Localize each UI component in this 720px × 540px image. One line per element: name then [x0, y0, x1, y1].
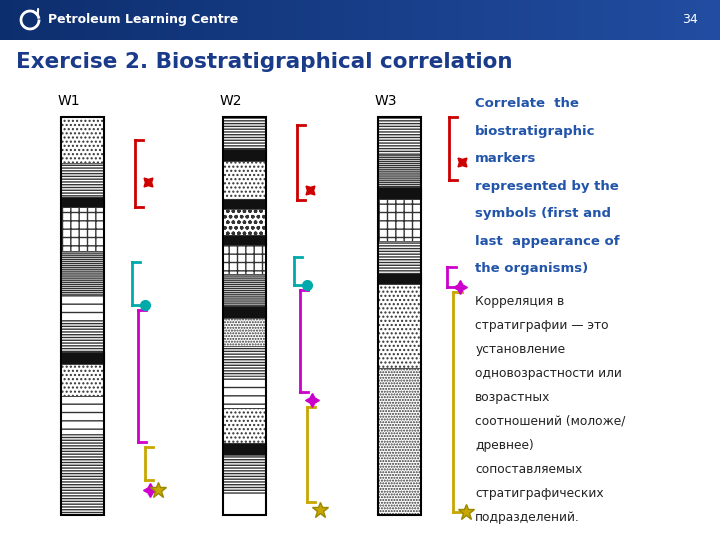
Bar [61, 294, 104, 320]
Text: подразделений.: подразделений. [475, 511, 580, 524]
Bar [61, 396, 104, 434]
Text: W3: W3 [374, 94, 397, 109]
Text: W1: W1 [58, 94, 80, 109]
Bar [61, 320, 104, 352]
Bar [378, 368, 421, 515]
Text: Petroleum Learning Centre: Petroleum Learning Centre [48, 14, 238, 26]
Text: одновозрастности или: одновозрастности или [475, 367, 622, 380]
Bar [223, 274, 266, 306]
Text: установление: установление [475, 343, 565, 356]
Bar [378, 241, 421, 273]
Text: 34: 34 [682, 14, 698, 26]
Bar [61, 118, 104, 163]
Bar [223, 118, 266, 149]
Bar [223, 245, 266, 274]
Bar [61, 434, 104, 515]
Bar [61, 163, 104, 197]
Bar [223, 306, 266, 318]
Bar [61, 118, 104, 515]
Bar [61, 207, 104, 251]
Text: соотношений (моложе/: соотношений (моложе/ [475, 415, 626, 428]
Bar [378, 285, 421, 368]
Bar [223, 443, 266, 455]
Text: сопоставляемых: сопоставляемых [475, 463, 582, 476]
Bar [223, 408, 266, 443]
Bar [378, 199, 421, 241]
Text: возрастных: возрастных [475, 391, 551, 404]
Bar [223, 161, 266, 199]
Text: represented by the: represented by the [475, 180, 619, 193]
Bar [61, 251, 104, 294]
Bar [378, 155, 421, 187]
Bar [223, 376, 266, 408]
Text: Корреляция в: Корреляция в [475, 295, 564, 308]
Bar [223, 318, 266, 346]
Text: древнее): древнее) [475, 439, 534, 452]
Bar [378, 273, 421, 285]
Bar [61, 364, 104, 396]
Text: стратиграфии — это: стратиграфии — это [475, 319, 609, 332]
Text: symbols (first and: symbols (first and [475, 207, 611, 220]
Bar [223, 149, 266, 161]
Bar [223, 118, 266, 515]
Bar [223, 199, 266, 209]
Bar [223, 346, 266, 376]
Bar [223, 209, 266, 235]
Text: biostratigraphic: biostratigraphic [475, 125, 595, 138]
Text: the organisms): the organisms) [475, 262, 588, 275]
Bar [378, 118, 421, 155]
Bar [61, 197, 104, 207]
Text: Exercise 2. Biostratigraphical correlation: Exercise 2. Biostratigraphical correlati… [16, 52, 513, 72]
Bar [61, 352, 104, 364]
Text: Correlate  the: Correlate the [475, 97, 579, 111]
Bar [223, 455, 266, 493]
Text: W2: W2 [220, 94, 242, 109]
Bar [378, 118, 421, 515]
Text: last  appearance of: last appearance of [475, 235, 620, 248]
Bar [378, 187, 421, 199]
Text: markers: markers [475, 152, 536, 165]
Text: стратиграфических: стратиграфических [475, 487, 604, 500]
Bar [223, 235, 266, 245]
